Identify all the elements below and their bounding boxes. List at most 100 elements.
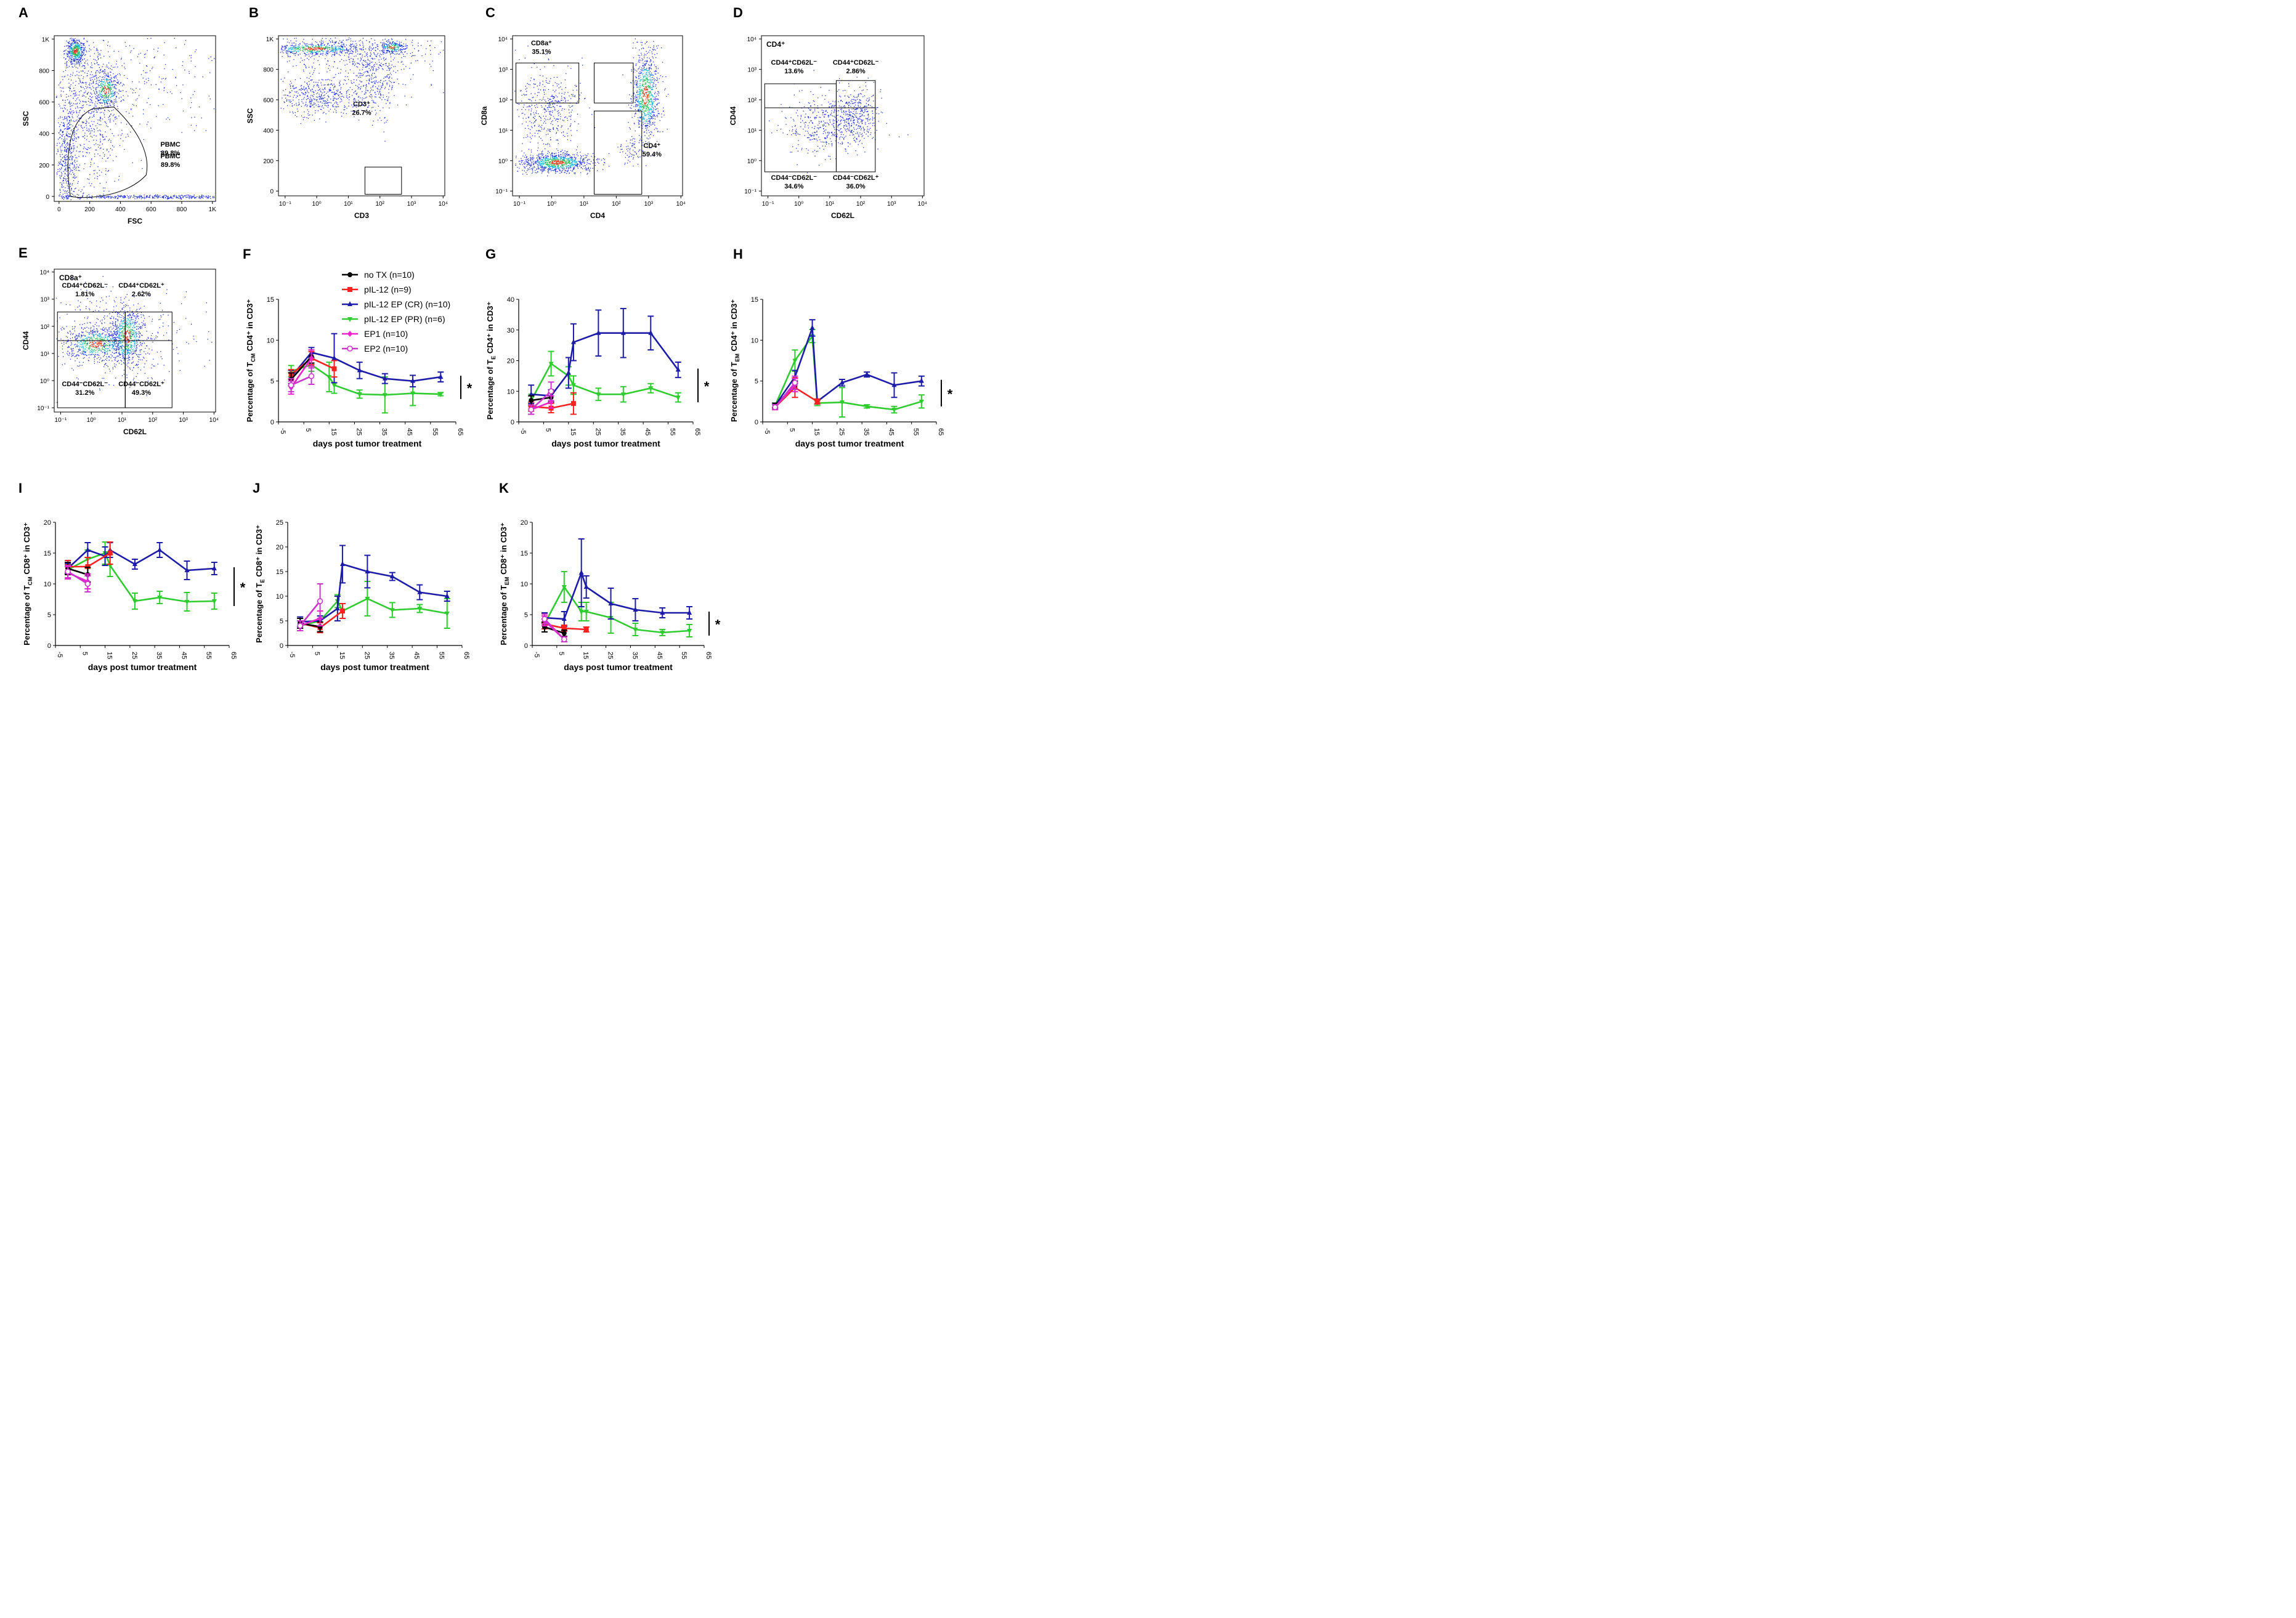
x-tick-label: 55: [669, 428, 676, 435]
data-point: [548, 362, 554, 367]
gate-percentage: 1.81%: [75, 291, 94, 298]
y-tick-label: 800: [39, 68, 49, 75]
data-point: [184, 567, 190, 572]
y-tick-label: 30: [507, 327, 514, 334]
x-tick-label: 35: [388, 652, 396, 659]
y-axis-label: Percentage of TCM CD8⁺ in CD3⁺: [22, 522, 33, 645]
x-tick-label: 10¹: [344, 201, 353, 208]
data-point: [548, 388, 554, 395]
series-3: [541, 538, 693, 627]
gate-label: CD44⁺CD62L⁻: [62, 282, 108, 289]
y-tick-label: 0: [280, 642, 283, 650]
data-point: [357, 392, 362, 397]
data-point: [919, 378, 924, 383]
data-point: [132, 561, 137, 566]
y-tick-label: 10⁻¹: [37, 405, 49, 412]
x-tick-label: -5: [763, 428, 771, 434]
x-tick-label: 15: [569, 428, 577, 435]
data-point: [578, 610, 584, 615]
y-tick-label: 10: [751, 337, 758, 344]
x-tick-label: 5: [313, 652, 320, 655]
x-tick-label: 10¹: [826, 201, 835, 208]
x-tick-label: 5: [81, 652, 88, 655]
data-point: [570, 383, 576, 389]
data-point: [660, 631, 665, 636]
data-point: [335, 605, 340, 610]
panel-letter: K: [499, 480, 509, 496]
data-point: [65, 568, 71, 575]
y-tick-label: 10⁴: [40, 270, 49, 277]
y-tick-label: 10: [276, 593, 283, 601]
y-tick-label: 10²: [748, 97, 757, 104]
x-tick-label: 10⁴: [676, 201, 686, 208]
y-tick-label: 600: [39, 100, 49, 107]
data-point: [839, 400, 845, 406]
y-tick-label: 5: [280, 618, 283, 625]
data-point: [919, 399, 924, 405]
series-line: [300, 563, 447, 623]
data-point: [839, 379, 845, 385]
data-point: [608, 601, 614, 605]
flow-panel-b: B CD3⁺26.7% 10⁻¹ 10⁰ 10¹ 10² 10³ 10⁴ 0 200 400 600 8…: [246, 5, 448, 220]
data-point: [620, 392, 626, 398]
data-point: [184, 600, 190, 605]
dot-cloud: [55, 38, 215, 200]
x-tick-label: 25: [838, 428, 845, 435]
gate-percentage: 89.8%: [161, 161, 180, 169]
x-tick-label: 25: [363, 652, 370, 659]
series-6: [528, 381, 554, 415]
x-tick-label: 10²: [612, 201, 621, 208]
legend-label: pIL-12 EP (PR) (n=6): [364, 314, 445, 324]
y-tick-label: 20: [276, 544, 283, 551]
legend-label: no TX (n=10): [364, 270, 415, 280]
y-tick-label: 200: [263, 158, 274, 165]
gate-percentage: 89.8%: [161, 150, 180, 157]
series-line: [299, 597, 447, 627]
x-tick-label: -5: [279, 428, 286, 434]
legend-label: pIL-12 (n=9): [364, 285, 412, 294]
series-line: [530, 390, 552, 411]
x-tick-label: 10⁻¹: [279, 201, 291, 208]
data-point: [365, 597, 370, 602]
gate-percentage: 36.0%: [846, 183, 866, 190]
gate-label: CD44⁻CD62L⁺: [833, 174, 879, 182]
x-tick-label: 600: [146, 206, 156, 213]
panel-title: CD8a⁺: [59, 273, 82, 282]
series-line: [299, 617, 321, 627]
y-tick-label: 0: [524, 642, 528, 650]
dot-cloud: [55, 276, 213, 403]
y-tick-label: 10¹: [499, 127, 508, 134]
y-axis-label: CD44: [22, 331, 30, 350]
series-line: [774, 327, 922, 407]
panel-title: CD4⁺: [766, 40, 785, 49]
x-tick-label: 45: [180, 652, 187, 659]
data-point: [542, 616, 548, 622]
y-tick-label: 1K: [266, 36, 274, 43]
x-tick-label: 10¹: [118, 417, 127, 424]
data-point: [309, 355, 314, 362]
series-line: [774, 382, 796, 408]
y-tick-label: 10²: [499, 97, 508, 104]
y-tick-label: 15: [521, 550, 528, 557]
gate-percentage: 26.7%: [352, 109, 371, 116]
series-line: [67, 552, 214, 603]
data-point: [687, 610, 692, 615]
y-tick-label: 10: [507, 388, 514, 395]
series-line: [543, 618, 565, 640]
y-tick-label: 10¹: [748, 127, 757, 134]
x-tick-label: 10⁴: [918, 201, 927, 208]
x-tick-label: 10²: [856, 201, 866, 208]
legend-item: no TX (n=10): [342, 270, 415, 280]
data-point: [347, 272, 352, 277]
legend-item: pIL-12 EP (PR) (n=6): [342, 314, 445, 324]
x-tick-label: 15: [582, 652, 590, 659]
plot-frame: [278, 35, 445, 196]
series-4: [528, 350, 681, 408]
panel-letter: I: [18, 480, 22, 496]
x-tick-label: 15: [813, 428, 821, 435]
x-tick-label: 10⁴: [209, 417, 219, 424]
y-tick-label: 10: [521, 581, 528, 588]
x-tick-label: 15: [106, 652, 113, 659]
